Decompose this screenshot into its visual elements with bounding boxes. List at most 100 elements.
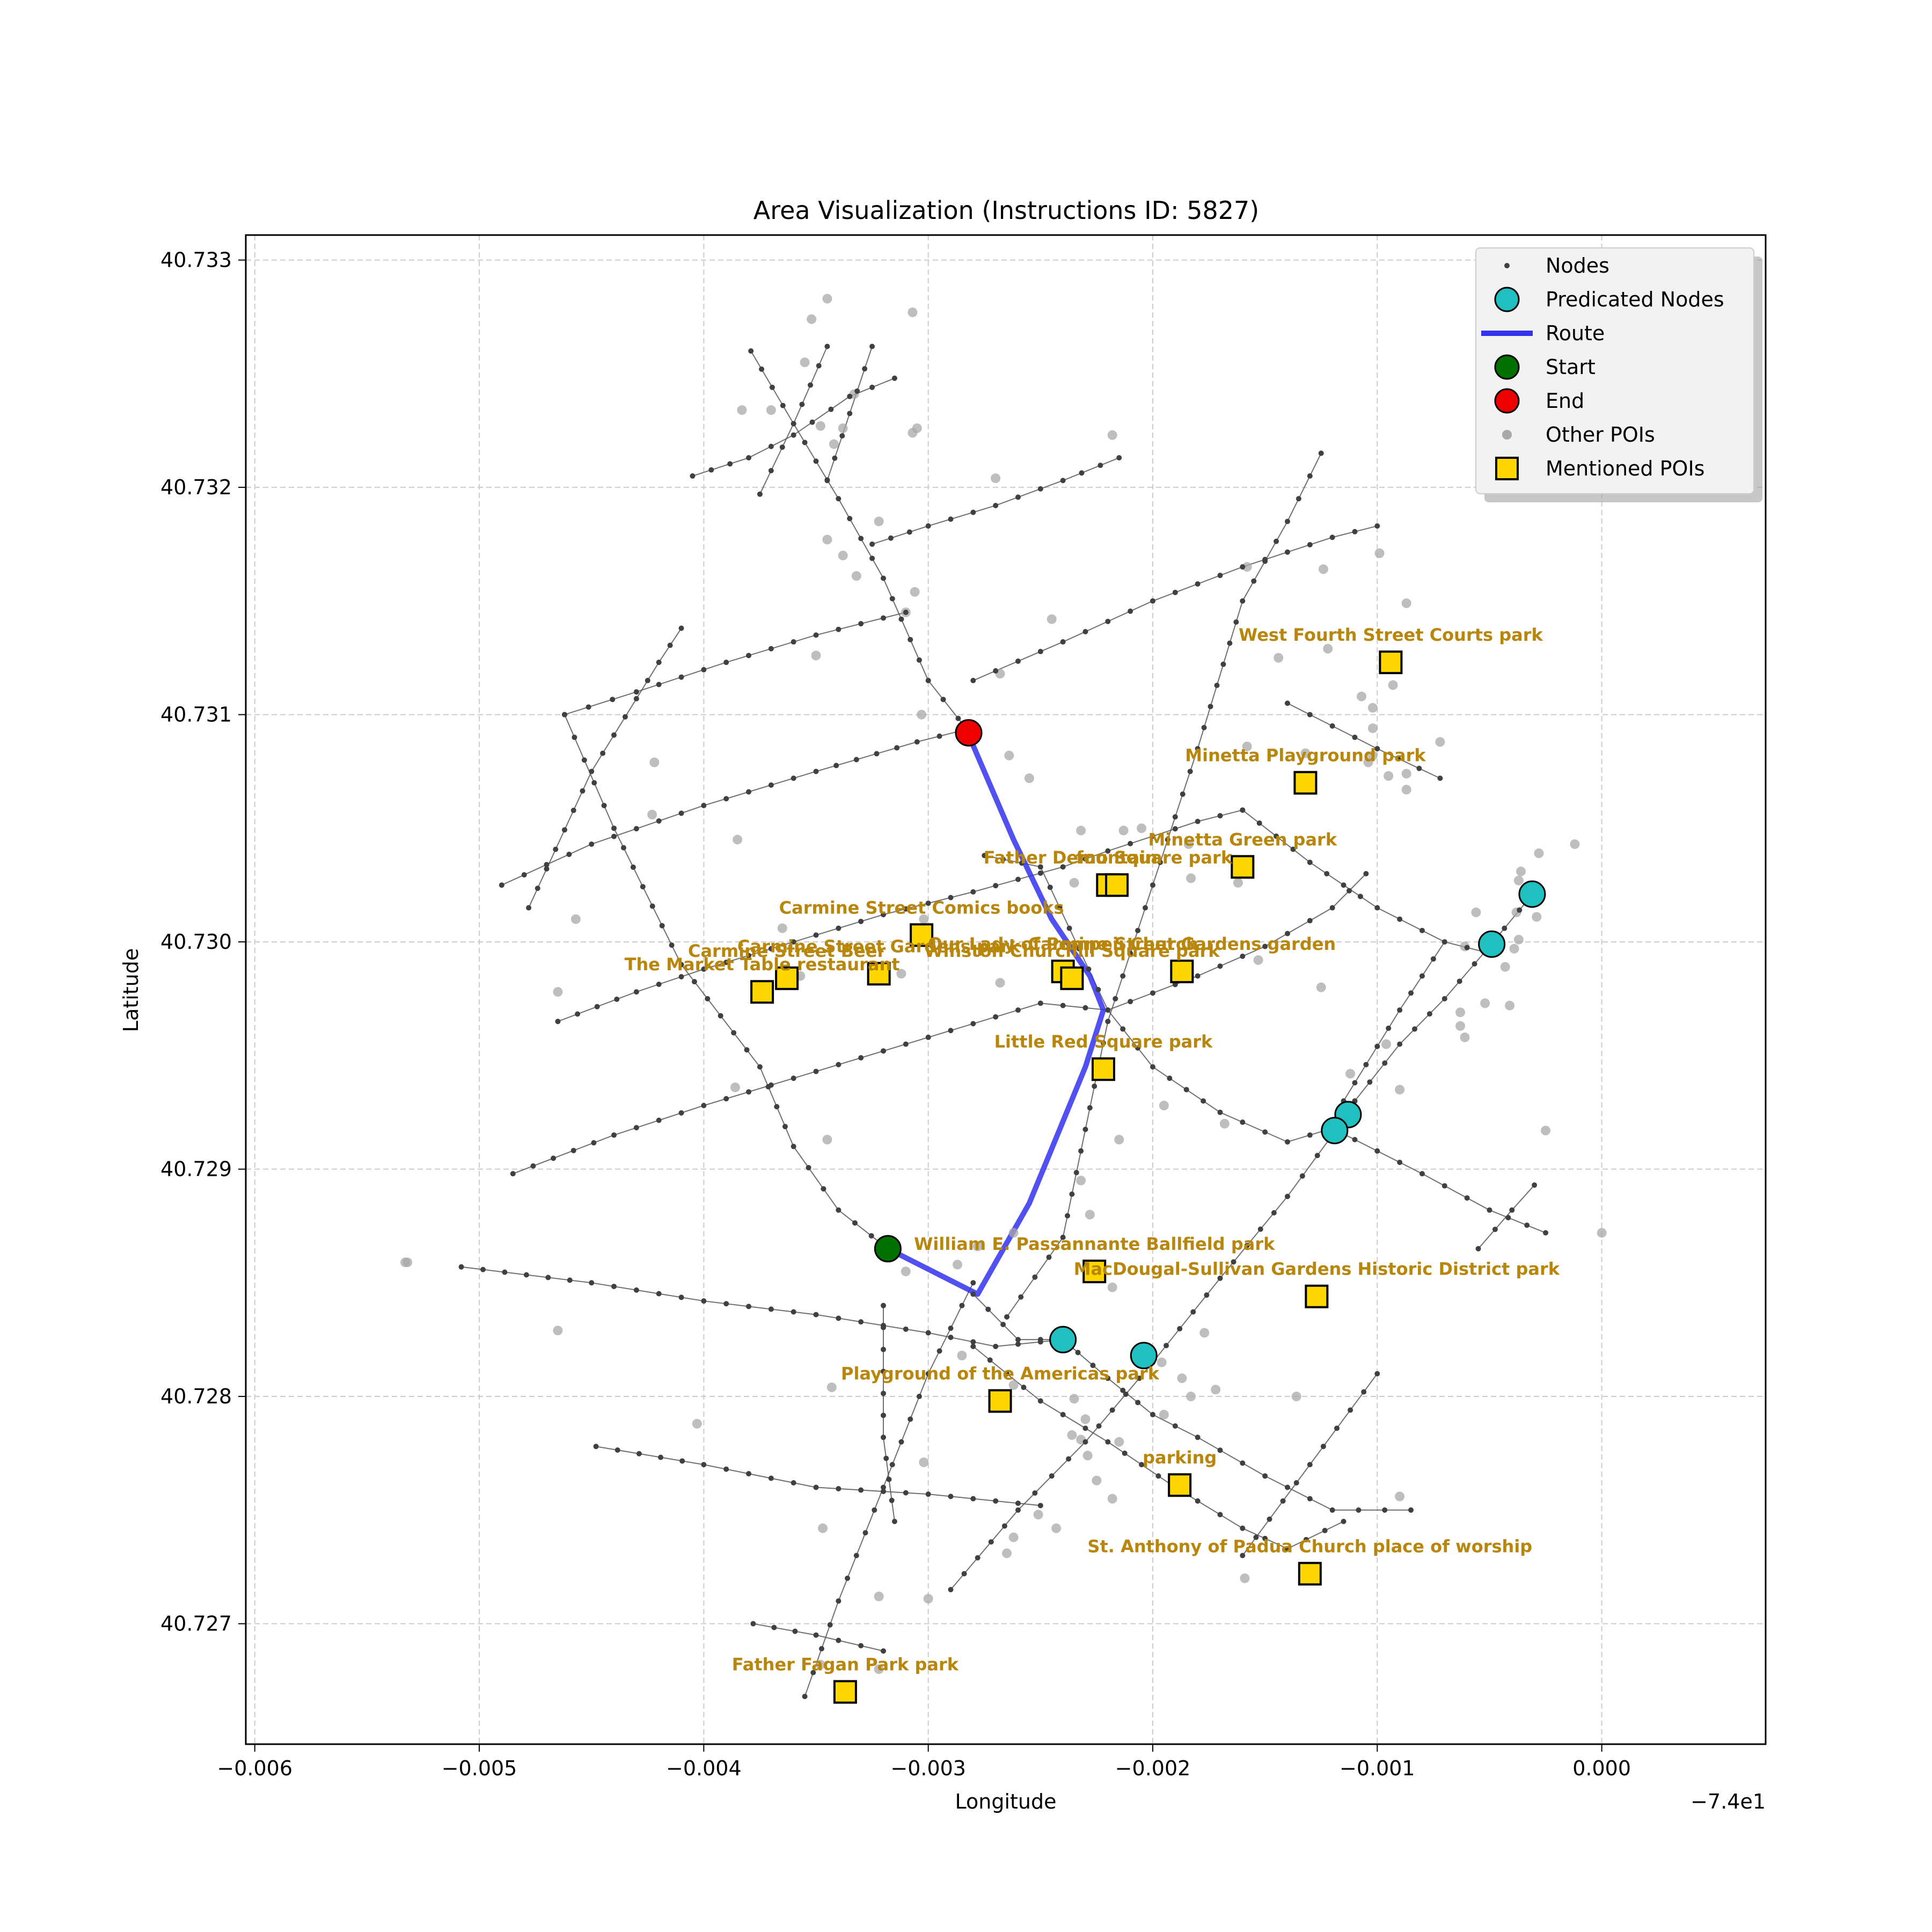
node [853, 757, 859, 763]
other-poi [1513, 934, 1524, 945]
node [1037, 486, 1043, 492]
node [679, 1458, 685, 1464]
node [589, 1280, 595, 1286]
node [771, 1624, 777, 1630]
y-tick-label: 40.731 [160, 703, 232, 727]
legend-label: Other POIs [1546, 423, 1655, 447]
node [792, 1628, 798, 1634]
other-poi [822, 535, 832, 545]
node [1274, 833, 1279, 839]
other-poi [1085, 1210, 1095, 1220]
node [723, 660, 729, 665]
node [589, 841, 595, 847]
other-poi [1107, 1282, 1117, 1292]
node [813, 769, 819, 774]
plot-area: West Fourth Street Courts park Minetta Pl… [400, 294, 1607, 1704]
other-poi [1401, 598, 1411, 609]
y-tick-label: 40.729 [160, 1158, 232, 1181]
other-poi [874, 1664, 884, 1674]
y-tick-label: 40.728 [160, 1385, 232, 1408]
node [874, 751, 880, 757]
node [1037, 870, 1043, 876]
node [779, 444, 785, 450]
node [633, 1125, 639, 1131]
node [1060, 1234, 1066, 1240]
other-poi [807, 314, 817, 324]
x-tick-label: −0.003 [890, 1757, 966, 1780]
mentioned-poi-label: Playground of the Americas park [841, 1364, 1160, 1384]
node [731, 1030, 737, 1036]
node [869, 343, 875, 349]
node [836, 1062, 841, 1067]
node [611, 732, 617, 738]
node [1334, 1425, 1340, 1431]
node [570, 808, 576, 814]
node [611, 825, 617, 831]
node [1214, 683, 1220, 689]
node [678, 674, 684, 680]
node [1284, 931, 1290, 936]
route-line [882, 734, 1106, 1297]
node [1015, 1337, 1021, 1343]
node [1139, 1462, 1145, 1468]
other-poi [733, 835, 743, 845]
node [813, 1632, 819, 1638]
node [1284, 518, 1290, 524]
node [1195, 581, 1201, 587]
node [1505, 1214, 1511, 1220]
node [1163, 1343, 1169, 1349]
node [658, 1454, 664, 1460]
x-axis-label: Longitude [955, 1790, 1057, 1813]
mentioned-poi-label: Carmine Street Beer [688, 941, 886, 961]
other-poi [811, 650, 821, 661]
node [535, 885, 540, 891]
node [1303, 1536, 1309, 1542]
node [1183, 1087, 1189, 1093]
node [1135, 1400, 1141, 1406]
node [791, 939, 796, 945]
node [611, 833, 617, 839]
node [903, 906, 909, 912]
other-poi [1316, 982, 1326, 992]
predicted-node [1321, 1117, 1349, 1145]
node [1296, 496, 1301, 502]
node [555, 1019, 561, 1024]
node [1004, 1314, 1010, 1320]
node [1000, 857, 1006, 862]
node [1217, 813, 1223, 819]
node [1082, 628, 1088, 634]
node [1543, 1230, 1549, 1236]
node [1172, 814, 1178, 820]
node [791, 1480, 796, 1485]
other-poi [1384, 771, 1394, 781]
node [768, 1082, 774, 1088]
other-poi [553, 1326, 563, 1336]
node [701, 1102, 707, 1108]
node [630, 864, 636, 870]
node [718, 1013, 723, 1019]
node [1090, 1363, 1096, 1368]
node [649, 903, 655, 909]
node [970, 509, 976, 515]
node [1208, 704, 1213, 709]
other-poi [1480, 998, 1490, 1008]
other-poi [1211, 1385, 1221, 1395]
other-poi [1233, 877, 1243, 888]
node [1382, 1507, 1388, 1513]
node [768, 468, 774, 474]
node [1322, 1527, 1328, 1533]
other-poi [1008, 1228, 1019, 1238]
mentioned-poi-label: The Market Table restaurant [625, 954, 900, 975]
mentioned-poi-marker [1379, 650, 1403, 675]
node [544, 866, 550, 872]
node [810, 1670, 816, 1675]
node [1150, 882, 1155, 888]
node [1086, 966, 1092, 972]
node [1307, 918, 1313, 924]
node [1037, 649, 1043, 655]
node [1271, 1210, 1277, 1216]
other-poi [919, 1457, 929, 1467]
node [881, 1435, 887, 1440]
node [948, 1494, 954, 1499]
node [659, 923, 665, 928]
